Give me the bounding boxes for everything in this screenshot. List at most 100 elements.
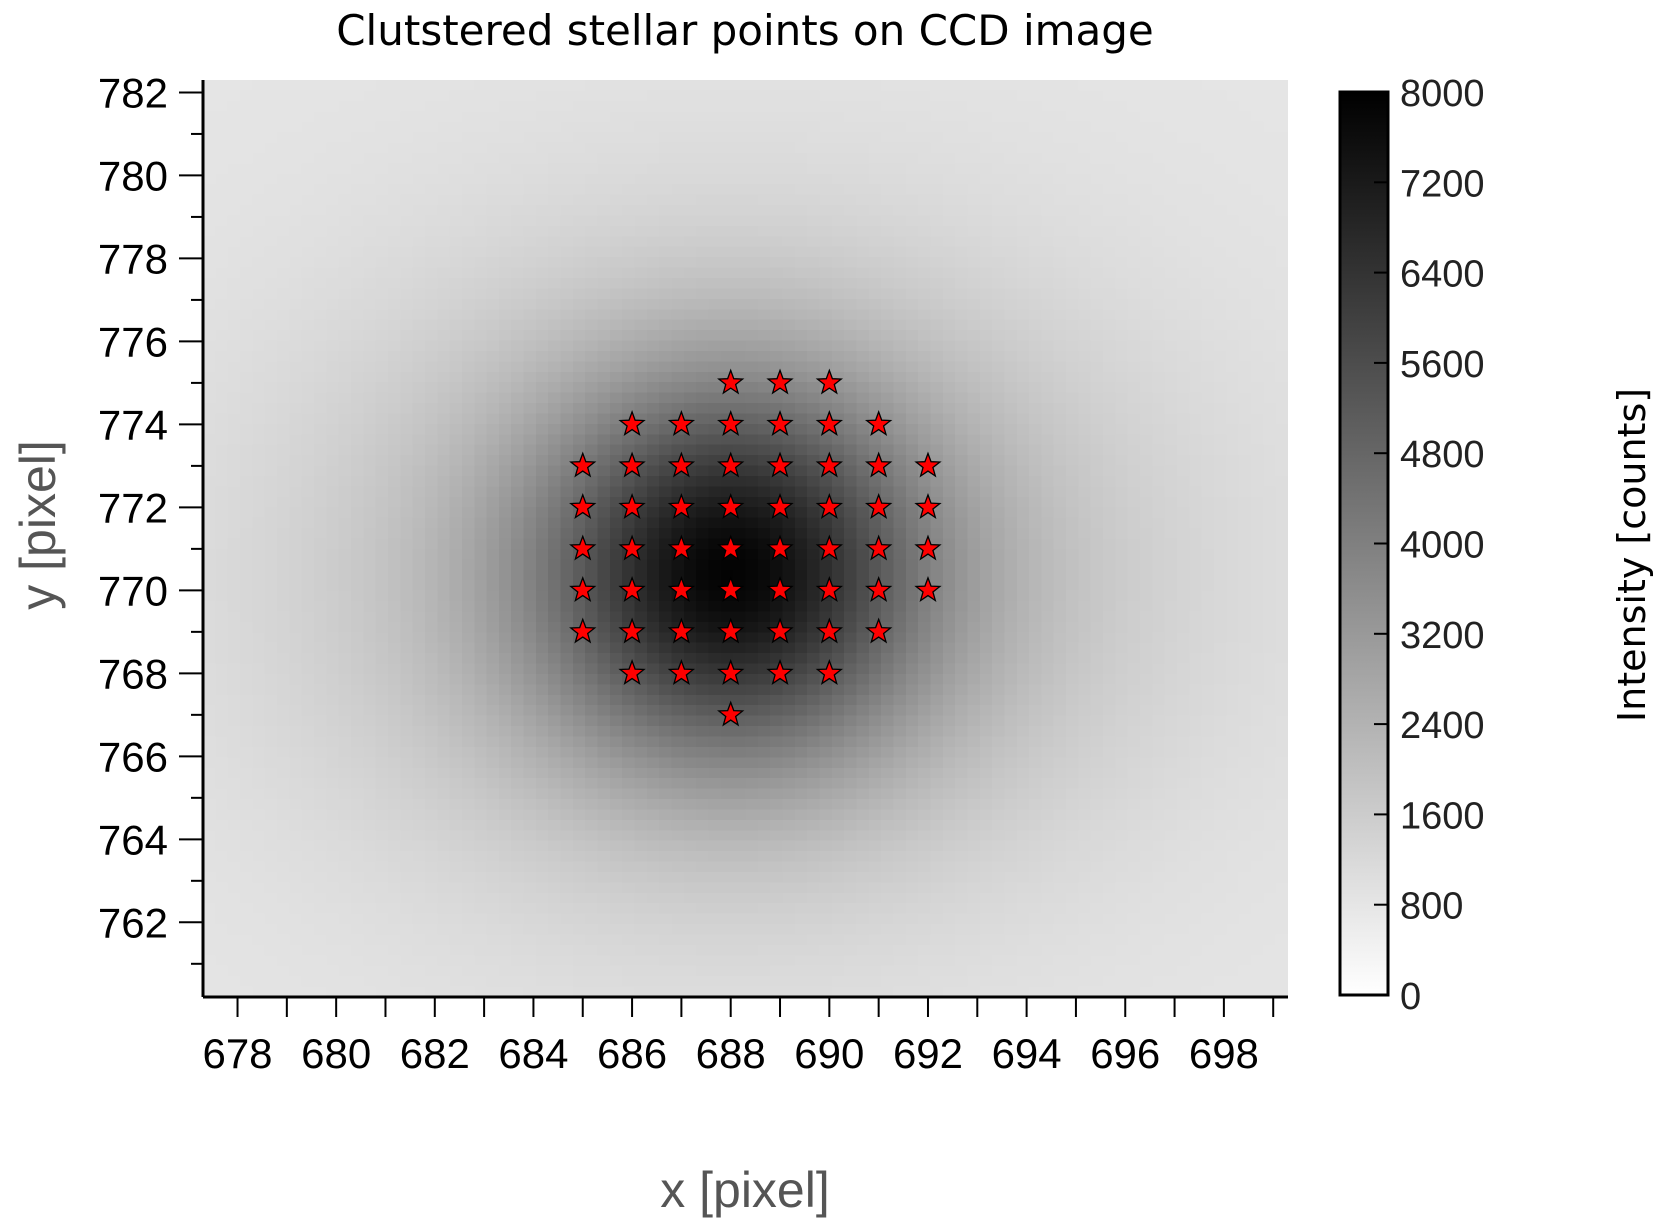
stellar-point-marker [864, 575, 893, 603]
stellar-point-marker [618, 493, 646, 520]
colorbar-tick-label: 1600 [1400, 795, 1485, 837]
stellar-point-marker [864, 451, 893, 478]
stellar-point-marker [815, 410, 844, 437]
stellar-point-marker [914, 575, 942, 603]
stellar-point-marker [569, 493, 597, 520]
stellar-point-marker [914, 534, 942, 561]
colorbar-tick-label: 4800 [1400, 434, 1485, 476]
colorbar-label: Intensity [counts] [1610, 388, 1654, 722]
stellar-point-marker [766, 617, 794, 644]
x-tick-label: 692 [893, 1030, 963, 1077]
stellar-point-markers [569, 368, 942, 727]
x-tick-label: 690 [794, 1030, 864, 1077]
stellar-point-marker [815, 493, 844, 520]
stellar-point-marker [766, 493, 794, 520]
stellar-point-marker [717, 658, 745, 685]
y-tick-label: 768 [98, 650, 168, 697]
colorbar-ticks: 0 800 1600 2400 3200 4000 4800 5600 6400 7200 8000 [1374, 73, 1485, 1018]
y-axis-ticks: 762 764 766 768 770 772 774 776 778 780 782 [98, 69, 203, 965]
stellar-point-marker [717, 575, 745, 603]
stellar-point-marker [667, 410, 696, 437]
stellar-point-marker [569, 534, 597, 561]
colorbar: 0 800 1600 2400 3200 4000 4800 5600 6400 7200 8000… [1338, 73, 1654, 1018]
y-tick-label: 764 [98, 816, 168, 863]
stellar-point-marker [815, 617, 844, 644]
x-axis-ticks: 678 680 682 684 686 688 690 692 694 696 698 [202, 997, 1275, 1077]
y-tick-label: 782 [98, 69, 168, 116]
y-tick-label: 766 [98, 733, 168, 780]
stellar-point-marker [667, 493, 696, 520]
y-tick-label: 770 [98, 567, 168, 614]
stellar-point-marker [766, 451, 794, 478]
colorbar-tick-label: 5600 [1400, 344, 1485, 386]
stellar-point-marker [864, 410, 893, 437]
stellar-point-marker [667, 534, 696, 561]
stellar-point-marker [717, 451, 745, 478]
x-tick-label: 684 [498, 1030, 568, 1077]
stellar-point-marker [569, 575, 597, 602]
stellar-point-marker [766, 368, 794, 395]
stellar-point-marker [815, 368, 844, 395]
stellar-point-marker [618, 410, 646, 437]
stellar-point-marker [815, 534, 844, 561]
y-tick-label: 772 [98, 484, 168, 531]
stellar-point-marker [914, 451, 942, 478]
ccd-intensity-image [203, 80, 1288, 997]
stellar-point-marker [815, 451, 844, 478]
stellar-point-marker [667, 617, 696, 644]
stellar-point-marker [717, 617, 745, 644]
stellar-point-marker [766, 534, 794, 561]
stellar-point-marker [864, 617, 893, 644]
colorbar-tick-label: 4000 [1400, 525, 1485, 567]
stellar-point-marker [815, 575, 844, 603]
x-tick-label: 698 [1189, 1030, 1259, 1077]
stellar-point-marker [569, 617, 597, 644]
y-tick-label: 776 [98, 318, 168, 365]
stellar-point-marker [815, 658, 844, 685]
stellar-point-marker [717, 368, 745, 395]
x-tick-label: 696 [1090, 1030, 1160, 1077]
stellar-point-marker [667, 658, 696, 685]
stellar-point-marker [717, 700, 745, 727]
y-axis-label: y [pixel] [10, 440, 66, 610]
stellar-point-marker [766, 575, 794, 603]
colorbar-tick-label: 8000 [1400, 73, 1485, 115]
stellar-point-marker [618, 575, 646, 603]
x-tick-label: 686 [597, 1030, 667, 1077]
x-tick-label: 682 [400, 1030, 470, 1077]
x-axis-label: x [pixel] [660, 1162, 830, 1218]
stellar-point-marker [717, 534, 745, 561]
x-tick-label: 694 [992, 1030, 1062, 1077]
colorbar-tick-label: 3200 [1400, 615, 1485, 657]
stellar-point-marker [864, 534, 893, 561]
colorbar-tick-label: 800 [1400, 886, 1463, 928]
x-tick-label: 680 [301, 1030, 371, 1077]
y-tick-label: 780 [98, 152, 168, 199]
stellar-point-marker [717, 410, 745, 437]
colorbar-tick-label: 0 [1400, 976, 1421, 1018]
stellar-point-marker [618, 534, 646, 561]
stellar-point-marker [864, 493, 893, 520]
plot-area: 678 680 682 684 686 688 690 692 694 696 698 762 764… [98, 69, 1288, 1077]
x-tick-label: 688 [696, 1030, 766, 1077]
y-tick-label: 762 [98, 899, 168, 946]
y-tick-label: 774 [98, 401, 168, 448]
plot-axes [201, 80, 1288, 999]
stellar-point-marker [618, 451, 646, 478]
stellar-point-marker [569, 451, 597, 478]
x-tick-label: 678 [202, 1030, 272, 1077]
colorbar-tick-label: 6400 [1400, 254, 1485, 296]
stellar-point-marker [667, 451, 696, 478]
colorbar-tick-label: 2400 [1400, 705, 1485, 747]
y-tick-label: 778 [98, 235, 168, 282]
colorbar-tick-label: 7200 [1400, 163, 1485, 205]
chart-title: Clutstered stellar points on CCD image [336, 6, 1154, 55]
stellar-point-marker [766, 658, 794, 685]
stellar-point-marker [717, 493, 745, 520]
stellar-point-marker [618, 617, 646, 644]
stellar-point-marker [618, 658, 646, 685]
stellar-point-marker [914, 493, 942, 520]
stellar-point-marker [667, 575, 696, 603]
stellar-point-marker [766, 410, 794, 437]
